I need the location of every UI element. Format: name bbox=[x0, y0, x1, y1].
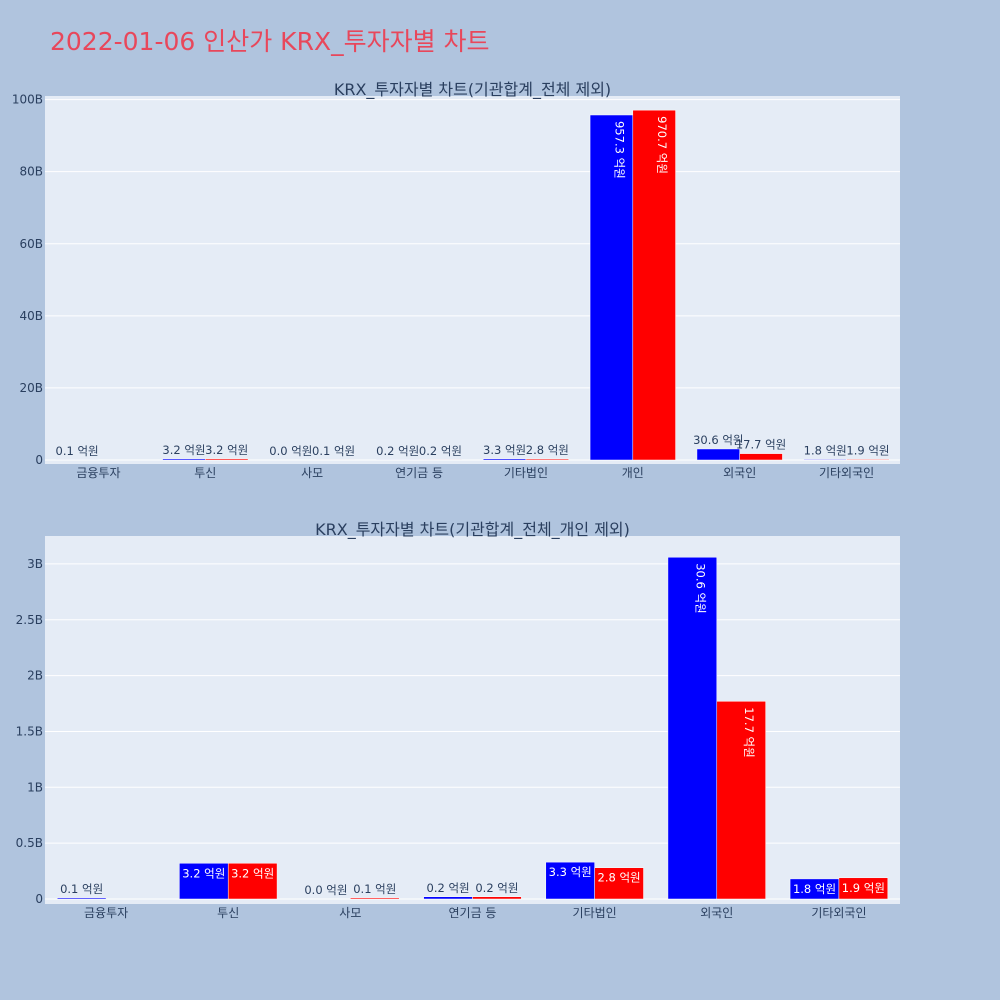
chart-bottom: 0 0.5B 1B 1.5B 2B 2.5B 3B KRX_투자자별 차트(기관합계_전체_개… bbox=[16, 520, 900, 920]
chart-subtitle: KRX_투자자별 차트(기관합계_전체_개인 제외) bbox=[315, 520, 630, 540]
y-tick-label: 80B bbox=[19, 165, 43, 179]
data-label: 3.2 억원 bbox=[205, 443, 248, 457]
data-label: 0.1 억원 bbox=[312, 444, 355, 458]
y-tick-label: 2B bbox=[27, 669, 43, 683]
data-label: 3.2 억원 bbox=[231, 866, 274, 880]
y-tick-label: 20B bbox=[19, 381, 43, 395]
bar-buy bbox=[545, 861, 595, 900]
data-label: 3.2 억원 bbox=[182, 866, 225, 880]
y-tick-label: 0.5B bbox=[16, 836, 43, 850]
y-tick-label: 2.5B bbox=[16, 613, 43, 627]
y-tick-label: 100B bbox=[12, 93, 43, 107]
data-label: 0.2 억원 bbox=[419, 444, 462, 458]
x-tick-label: 투신 bbox=[217, 906, 239, 920]
y-tick-label: 60B bbox=[19, 237, 43, 251]
data-label: 957.3 억원 bbox=[612, 121, 626, 179]
data-label: 3.3 억원 bbox=[549, 865, 592, 879]
bar-buy bbox=[179, 863, 229, 900]
bar-buy bbox=[696, 448, 740, 461]
x-tick-label: 외국인 bbox=[723, 466, 756, 480]
bar-sell bbox=[525, 458, 569, 461]
y-tick-label: 1B bbox=[27, 780, 43, 794]
bar-buy bbox=[482, 458, 527, 461]
x-tick-label: 사모 bbox=[301, 466, 323, 480]
x-tick-label: 연기금 등 bbox=[395, 466, 443, 480]
data-label: 17.7 억원 bbox=[736, 438, 786, 452]
bar-buy bbox=[56, 897, 107, 900]
bar-sell bbox=[472, 896, 522, 900]
x-tick-label: 투신 bbox=[194, 466, 216, 480]
page-title: 2022-01-06 인산가 KRX_투자자별 차트 bbox=[50, 27, 490, 56]
bar-buy bbox=[162, 458, 206, 461]
data-label: 0.2 억원 bbox=[376, 444, 419, 458]
bar-sell bbox=[594, 867, 644, 900]
bar-sell bbox=[739, 453, 783, 461]
bar-sell bbox=[716, 701, 766, 900]
x-tick-label: 기타외국인 bbox=[819, 466, 874, 480]
x-tick-label: 금융투자 bbox=[84, 906, 128, 920]
x-tick-label: 외국인 bbox=[700, 906, 733, 920]
bar-sell bbox=[350, 897, 400, 900]
x-tick-label: 기타외국인 bbox=[811, 906, 866, 920]
data-label: 2.8 억원 bbox=[598, 871, 641, 885]
plot-area bbox=[45, 96, 900, 464]
data-label: 0.1 억원 bbox=[56, 444, 99, 458]
data-label: 17.7 억원 bbox=[742, 707, 756, 757]
data-label: 3.3 억원 bbox=[483, 443, 526, 457]
data-label: 2.8 억원 bbox=[526, 443, 569, 457]
data-label: 1.9 억원 bbox=[846, 443, 889, 457]
bar-sell bbox=[846, 459, 890, 461]
x-tick-label: 기타법인 bbox=[504, 466, 548, 480]
chart-subtitle: KRX_투자자별 차트(기관합계_전체 제외) bbox=[334, 80, 611, 100]
data-label: 1.8 억원 bbox=[793, 882, 836, 896]
chart-top: 0 20B 40B 60B 80B 100B KRX_투자자별 차트(기관합계_전체 제외)… bbox=[12, 80, 900, 480]
x-tick-label: 개인 bbox=[622, 466, 644, 480]
y-tick-label: 40B bbox=[19, 309, 43, 323]
bar-sell bbox=[838, 877, 889, 900]
plot-area bbox=[45, 536, 900, 904]
x-tick-label: 사모 bbox=[339, 906, 361, 920]
data-label: 30.6 억원 bbox=[693, 433, 743, 447]
y-tick-label: 3B bbox=[27, 557, 43, 571]
data-label: 0.2 억원 bbox=[427, 881, 470, 895]
bar-sell bbox=[205, 458, 249, 461]
x-tick-label: 금융투자 bbox=[76, 466, 120, 480]
y-tick-label: 0 bbox=[35, 892, 43, 906]
data-label: 0.2 억원 bbox=[475, 881, 518, 895]
bar-sell bbox=[227, 863, 278, 900]
data-label: 0.1 억원 bbox=[60, 882, 103, 896]
data-label: 3.2 억원 bbox=[162, 443, 205, 457]
data-label: 1.9 억원 bbox=[842, 881, 885, 895]
data-label: 0.0 억원 bbox=[304, 883, 347, 897]
data-label: 1.8 억원 bbox=[804, 443, 847, 457]
x-tick-label: 기타법인 bbox=[573, 906, 617, 920]
y-tick-label: 0 bbox=[35, 453, 43, 467]
data-label: 0.0 억원 bbox=[269, 444, 312, 458]
data-label: 30.6 억원 bbox=[693, 563, 707, 613]
bar-sell bbox=[632, 109, 676, 461]
bar-buy bbox=[803, 459, 847, 461]
bar-buy bbox=[667, 556, 718, 900]
data-label: 970.7 억원 bbox=[655, 116, 669, 174]
data-label: 0.1 억원 bbox=[353, 882, 396, 896]
bar-buy bbox=[423, 896, 473, 900]
x-tick-label: 연기금 등 bbox=[449, 906, 497, 920]
y-tick-label: 1.5B bbox=[16, 724, 43, 738]
